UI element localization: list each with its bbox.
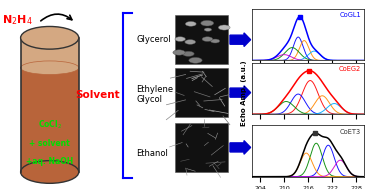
Text: Solvent: Solvent [75, 90, 120, 99]
Ellipse shape [202, 37, 213, 41]
Polygon shape [21, 40, 79, 68]
Text: Ethanol: Ethanol [136, 149, 168, 158]
Ellipse shape [21, 26, 79, 49]
FancyArrow shape [230, 86, 251, 99]
Ellipse shape [210, 39, 220, 43]
Text: N$_2$H$_4$: N$_2$H$_4$ [2, 13, 32, 27]
Ellipse shape [189, 23, 196, 26]
Bar [175, 123, 228, 172]
Text: CoCl$_2$: CoCl$_2$ [38, 119, 62, 131]
Bar [175, 68, 228, 117]
Text: + solvent: + solvent [29, 139, 70, 148]
Polygon shape [21, 68, 79, 172]
Ellipse shape [21, 161, 79, 183]
Text: Glycerol: Glycerol [136, 35, 171, 44]
Bar [175, 15, 228, 64]
Ellipse shape [183, 51, 194, 56]
FancyArrowPatch shape [41, 14, 72, 21]
Ellipse shape [185, 40, 195, 44]
Ellipse shape [201, 20, 214, 26]
Ellipse shape [185, 22, 196, 26]
Text: Echo Amp. (a.u.): Echo Amp. (a.u.) [241, 60, 247, 126]
Ellipse shape [173, 50, 185, 55]
Ellipse shape [21, 61, 79, 74]
FancyArrow shape [230, 33, 251, 46]
Text: +aq. NaOH: +aq. NaOH [26, 157, 73, 166]
Text: CoEG2: CoEG2 [339, 66, 361, 72]
Ellipse shape [189, 57, 202, 63]
Text: CoGL1: CoGL1 [339, 12, 361, 19]
Text: CoET3: CoET3 [340, 129, 361, 135]
Ellipse shape [204, 28, 212, 31]
Ellipse shape [219, 25, 230, 30]
Text: Ethylene
Glycol: Ethylene Glycol [136, 85, 173, 104]
FancyArrow shape [230, 141, 251, 154]
Ellipse shape [175, 37, 185, 41]
